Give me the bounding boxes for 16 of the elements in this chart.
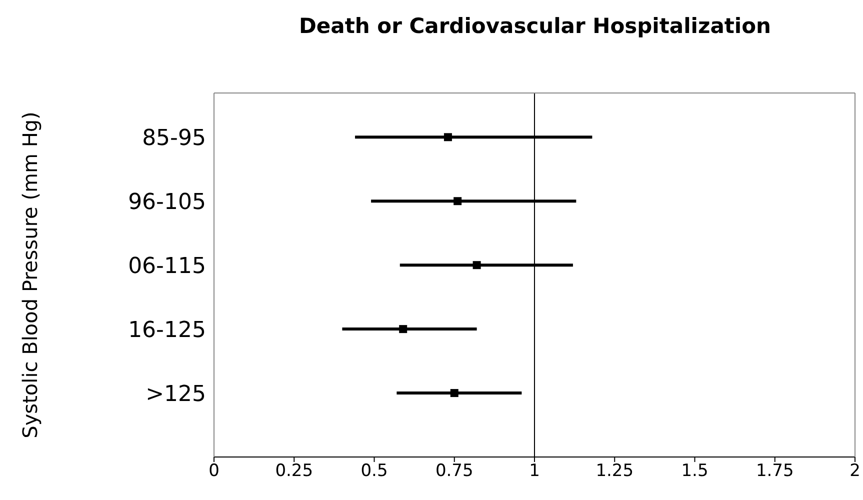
y-tick-label: 06-115: [128, 254, 206, 279]
x-tick-label: 2: [850, 461, 860, 482]
x-tick-label: 1: [529, 461, 540, 482]
x-tick-label: 0.5: [360, 461, 388, 482]
x-tick-label: 1.25: [596, 461, 634, 482]
x-tick-label: 1.5: [681, 461, 708, 482]
x-tick-label: 0: [208, 461, 220, 482]
y-tick-label: >125: [146, 382, 206, 407]
chart-title: Death or Cardiovascular Hospitalization: [298, 14, 772, 38]
y-tick-label: 85-95: [142, 126, 206, 151]
x-tick-label: 1.75: [756, 461, 794, 482]
y-tick-label: 96-105: [128, 190, 206, 215]
y-tick-label: 16-125: [128, 318, 206, 343]
x-tick-label: 0.75: [435, 461, 474, 482]
y-axis-title: Systolic Blood Pressure (mm Hg): [18, 112, 42, 438]
x-tick-label: 0.25: [275, 461, 314, 482]
